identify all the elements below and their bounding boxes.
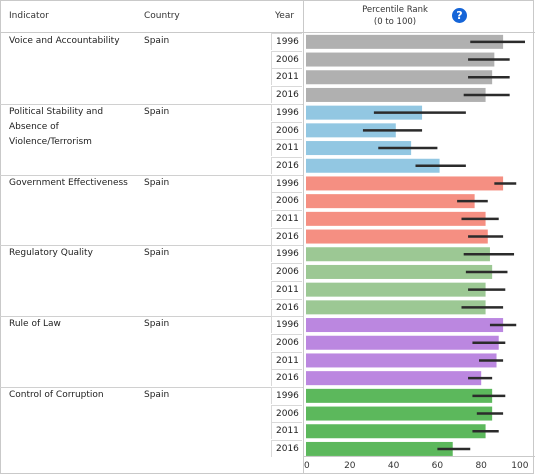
- percentile-bar[interactable]: [306, 388, 493, 403]
- percentile-bar[interactable]: [306, 70, 493, 85]
- year-label: 2016: [271, 440, 302, 458]
- percentile-bar[interactable]: [306, 211, 486, 226]
- percentile-bar[interactable]: [306, 264, 493, 279]
- year-label: 2016: [271, 86, 302, 104]
- group-separator: [0, 174, 303, 176]
- x-axis-line: [303, 456, 535, 457]
- percentile-bar[interactable]: [306, 176, 504, 191]
- percentile-bar[interactable]: [306, 371, 482, 386]
- country-label: Spain: [144, 177, 170, 188]
- percentile-bar[interactable]: [306, 229, 488, 244]
- year-label: 2011: [271, 422, 302, 440]
- group-separator: [0, 245, 303, 247]
- header-divider: [0, 32, 535, 33]
- percentile-bar[interactable]: [306, 105, 423, 120]
- help-icon[interactable]: ?: [452, 8, 467, 23]
- x-tick-label: 80: [475, 461, 487, 471]
- year-label: 2011: [271, 351, 302, 369]
- country-label: Spain: [144, 36, 170, 46]
- year-label: 1996: [271, 387, 302, 404]
- percentile-bar[interactable]: [306, 123, 396, 138]
- year-label: 2011: [271, 280, 302, 298]
- percentile-bar[interactable]: [306, 282, 486, 297]
- year-label: 2011: [271, 139, 302, 157]
- year-label: 1996: [271, 33, 302, 50]
- year-label: 2016: [271, 227, 302, 245]
- percentile-bar[interactable]: [306, 441, 453, 456]
- x-tick-label: 40: [387, 461, 400, 471]
- country-label: Spain: [144, 390, 170, 400]
- year-label: 2011: [271, 210, 302, 227]
- percentile-bar[interactable]: [306, 335, 499, 350]
- year-label: 1996: [271, 316, 302, 334]
- group-separator: [0, 316, 303, 318]
- header-country: Country: [144, 11, 180, 21]
- percentile-bar[interactable]: [306, 87, 486, 102]
- percentile-bar[interactable]: [306, 158, 440, 173]
- percentile-bar[interactable]: [306, 34, 504, 49]
- year-label: 1996: [271, 103, 302, 121]
- year-label: 2006: [271, 404, 302, 422]
- percentile-title-line2: (0 to 100): [373, 17, 417, 27]
- indicator-label: Voice and Accountability: [9, 36, 120, 46]
- percentile-bar[interactable]: [306, 52, 495, 67]
- indicator-label: Political Stability and Absence of Viole…: [9, 106, 104, 147]
- x-tick-label: 100: [511, 461, 529, 471]
- x-tick-label: 0: [304, 461, 310, 471]
- year-label: 2011: [271, 68, 302, 86]
- indicator-label: Government Effectiveness: [9, 177, 128, 188]
- plot-left-border: [303, 0, 304, 474]
- year-label: 1996: [271, 245, 302, 263]
- country-label: Spain: [144, 106, 170, 117]
- group-separator: [0, 387, 303, 388]
- year-label: 2016: [271, 298, 302, 316]
- year-label: 2006: [271, 263, 302, 281]
- percentile-bar[interactable]: [306, 353, 497, 368]
- percentile-bar[interactable]: [306, 406, 493, 421]
- percentile-bar[interactable]: [306, 424, 486, 439]
- percentile-bar[interactable]: [306, 141, 412, 156]
- group-separator: [0, 103, 303, 105]
- percentile-bar[interactable]: [306, 318, 504, 333]
- percentile-title-line1: Percentile Rank: [362, 5, 428, 15]
- indicator-label: Control of Corruption: [9, 390, 104, 400]
- x-tick-label: 20: [344, 461, 356, 471]
- year-label: 2006: [271, 333, 302, 351]
- indicator-label: Regulatory Quality: [9, 248, 93, 259]
- year-label: 2016: [271, 369, 302, 387]
- year-label: 2006: [271, 121, 302, 139]
- header-year: Year: [275, 11, 295, 21]
- percentile-bar[interactable]: [306, 247, 490, 262]
- country-label: Spain: [144, 248, 170, 259]
- header-indicator: Indicator: [9, 11, 49, 21]
- x-tick-label: 60: [431, 461, 444, 471]
- year-label: 2016: [271, 156, 302, 174]
- percentile-bar[interactable]: [306, 300, 486, 315]
- header-percentile-rank: Percentile Rank (0 to 100): [350, 4, 440, 28]
- country-label: Spain: [144, 319, 170, 330]
- indicator-label: Rule of Law: [9, 319, 61, 330]
- year-label: 1996: [271, 174, 302, 192]
- year-label: 2006: [271, 50, 302, 68]
- year-label: 2006: [271, 192, 302, 210]
- percentile-bar[interactable]: [306, 194, 475, 209]
